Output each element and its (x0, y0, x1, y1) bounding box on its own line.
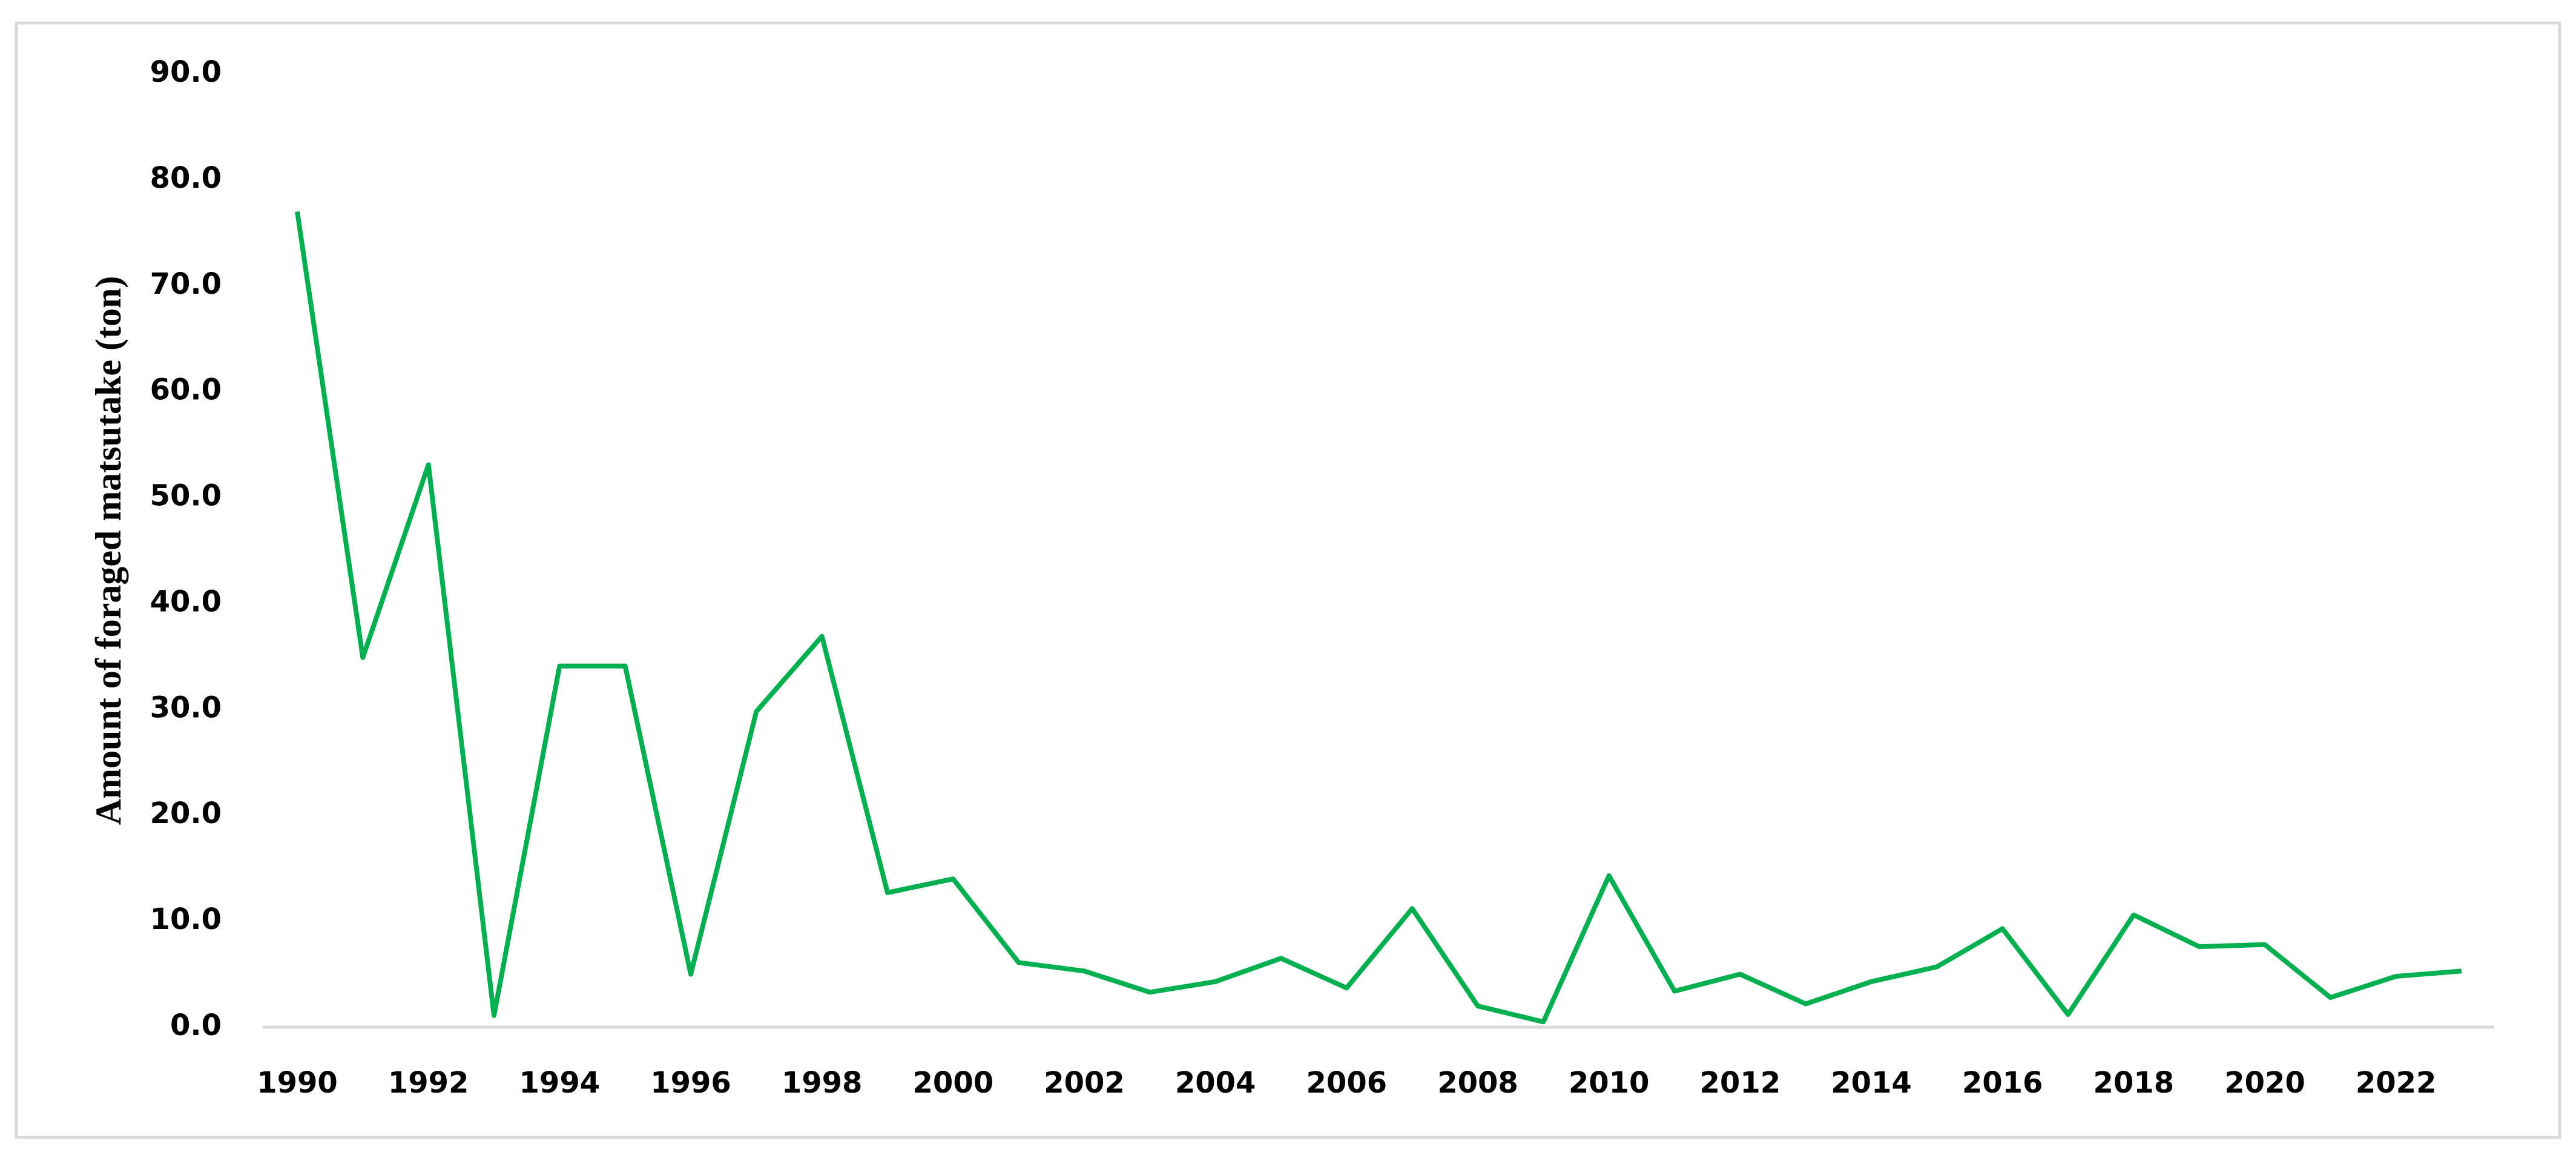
y-tick-label: 20.0 (150, 796, 222, 830)
data-line (295, 211, 2462, 1025)
x-tick-label: 1996 (650, 1066, 731, 1100)
x-tick-label: 2004 (1175, 1066, 1256, 1100)
x-tick-label: 2008 (1437, 1066, 1518, 1100)
y-tick-label: 80.0 (150, 161, 222, 195)
x-tick-label: 2012 (1700, 1066, 1781, 1100)
y-axis-title: Amount of foraged matsutake (ton) (88, 276, 128, 825)
y-tick-label: 50.0 (150, 479, 222, 513)
y-tick-label: 10.0 (150, 902, 222, 936)
x-tick-label: 2016 (1962, 1066, 2043, 1100)
x-tick-label: 2002 (1044, 1066, 1125, 1100)
chart-frame (15, 21, 2561, 1139)
y-tick-label: 0.0 (170, 1008, 222, 1042)
y-tick-label: 70.0 (150, 267, 222, 301)
x-tick-label: 1998 (782, 1066, 863, 1100)
x-tick-label: 2022 (2356, 1066, 2437, 1100)
x-tick-label: 2006 (1306, 1066, 1388, 1100)
x-tick-label: 2000 (913, 1066, 994, 1100)
x-tick-label: 2020 (2224, 1066, 2305, 1100)
x-tick-label: 1990 (257, 1066, 338, 1100)
x-tick-label: 2014 (1831, 1066, 1912, 1100)
x-tick-label: 2018 (2093, 1066, 2175, 1100)
x-tick-label: 1992 (388, 1066, 469, 1100)
y-tick-label: 40.0 (150, 584, 222, 618)
x-tick-label: 2010 (1569, 1066, 1650, 1100)
x-tick-label: 1994 (519, 1066, 601, 1100)
y-tick-label: 30.0 (150, 690, 222, 724)
y-tick-label: 60.0 (150, 373, 222, 407)
y-tick-label: 90.0 (150, 55, 222, 89)
